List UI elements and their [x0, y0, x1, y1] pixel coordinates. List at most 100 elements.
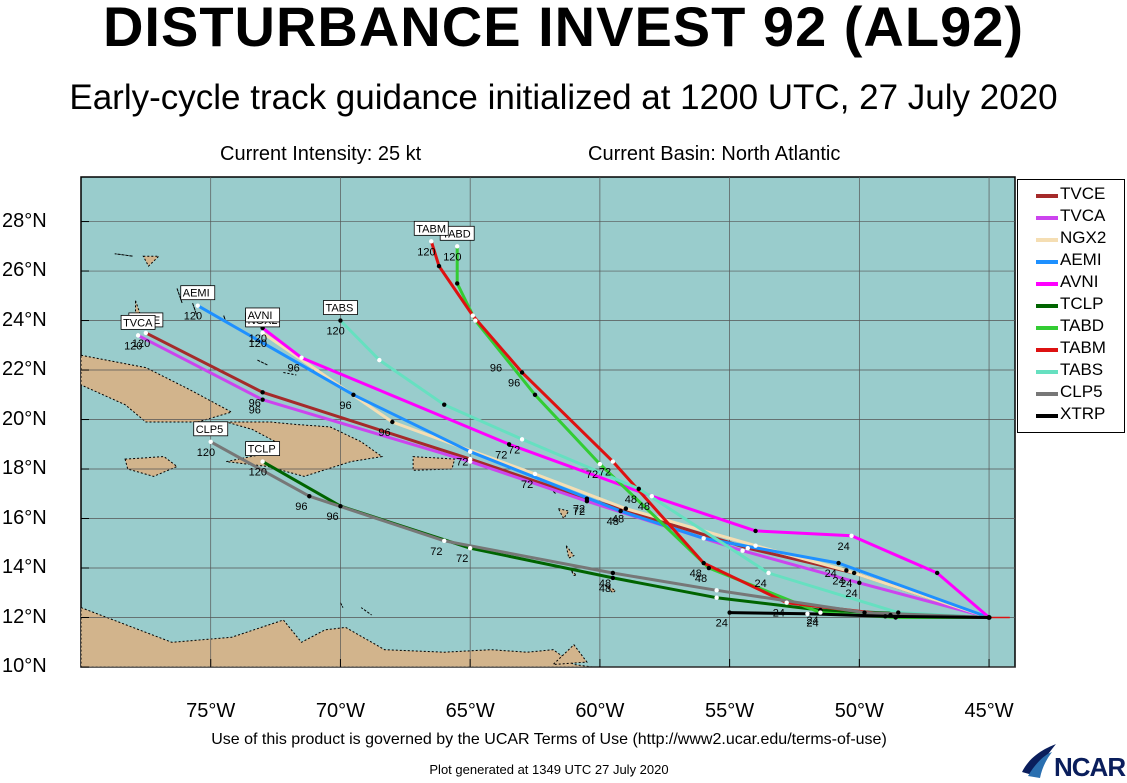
forecast-hour-label: 120 — [249, 467, 267, 479]
track-point-tabm — [519, 370, 525, 375]
track-point-ngx2 — [844, 568, 849, 573]
y-tick-label: 18°N — [2, 457, 47, 480]
track-point-tabd — [893, 615, 898, 620]
forecast-hour-label: 120 — [249, 338, 267, 350]
track-point-aemi — [836, 560, 841, 566]
plot-generated: Plot generated at 1349 UTC 27 July 2020 — [429, 762, 669, 777]
track-point-clp5 — [208, 439, 213, 444]
forecast-hour-label: 24 — [755, 578, 767, 590]
x-tick-label: 60°W — [575, 700, 625, 722]
track-point-aemi — [351, 392, 356, 397]
track-point-tabs — [377, 357, 382, 363]
track-point-avni — [649, 494, 654, 499]
track-point-aemi — [701, 536, 706, 541]
forecast-hour-label: 96 — [288, 363, 300, 375]
track-point-tvca — [740, 548, 745, 553]
track-point-tabs — [896, 610, 901, 615]
forecast-hour-label: 120 — [417, 246, 435, 258]
track-end-label-box — [323, 300, 358, 315]
x-tick-label: 75°W — [186, 700, 236, 722]
forecast-hour-label: 48 — [695, 573, 707, 585]
track-end-label: TVCA — [123, 317, 153, 329]
track-point-tabm — [429, 239, 434, 244]
x-tick-label: 65°W — [445, 700, 495, 722]
forecast-hour-label: 24 — [840, 578, 852, 590]
origin-point — [986, 615, 992, 621]
forecast-hour-label: 24 — [838, 541, 850, 553]
legend-label: TVCA — [1060, 206, 1106, 225]
track-point-tabm — [610, 459, 616, 464]
forecast-hour-label: 72 — [573, 504, 585, 516]
current-intensity: Current Intensity: 25 kt — [220, 143, 422, 165]
x-tick-label: 45°W — [964, 700, 1014, 722]
track-point-aemi — [195, 303, 200, 308]
track-point-tabd — [597, 461, 603, 467]
legend-item-clp5: CLP5 — [1018, 382, 1124, 404]
y-tick-label: 28°N — [2, 209, 47, 232]
track-point-tabd — [454, 244, 460, 249]
y-tick-label: 20°N — [2, 407, 47, 430]
track-point-xtrp — [805, 611, 810, 616]
forecast-hour-label: 120 — [443, 251, 461, 263]
track-point-tclp — [260, 459, 265, 464]
track-end-label-box — [120, 314, 156, 330]
track-point-clp5 — [442, 538, 447, 543]
y-tick-label: 26°N — [2, 259, 47, 282]
track-point-tclp — [467, 546, 473, 551]
land-shape — [142, 255, 161, 267]
land-shape — [124, 456, 178, 477]
forecast-hour-label: 120 — [124, 340, 142, 352]
track-point-tabd — [532, 392, 538, 397]
legend-item-ngx2: NGX2 — [1018, 228, 1124, 250]
track-point-aemi — [467, 449, 473, 454]
forecast-hour-label: 72 — [456, 553, 468, 565]
forecast-hour-label: 72 — [586, 469, 598, 481]
land-shape — [80, 606, 593, 668]
track-end-label: TABS — [325, 303, 353, 315]
y-tick-label: 24°N — [2, 308, 47, 331]
track-point-tvca — [135, 333, 141, 338]
forecast-hour-label: 24 — [845, 588, 857, 600]
track-point-ngx2 — [753, 543, 758, 548]
legend-label: TABD — [1060, 316, 1105, 335]
y-tick-label: 22°N — [2, 358, 47, 381]
forecast-hour-label: 72 — [599, 467, 611, 479]
forecast-hour-label: 120 — [132, 338, 150, 350]
forecast-hour-label: 72 — [456, 457, 468, 469]
track-point-ngx2 — [532, 471, 538, 477]
track-end-label: AVNI — [248, 310, 273, 322]
chart-title: DISTURBANCE INVEST 92 (AL92) — [102, 0, 1025, 58]
forecast-hour-label: 24 — [773, 608, 785, 620]
ncar-logo-icon — [1022, 744, 1056, 778]
forecast-hour-label: 24 — [806, 615, 818, 627]
track-point-tvca — [260, 397, 265, 402]
forecast-hour-label: 72 — [430, 546, 442, 558]
land-shape — [412, 456, 456, 471]
land-shape — [604, 584, 617, 594]
track-point-xtrp — [727, 610, 732, 615]
legend: TVCE TVCA NGX2 AEMI AVNI TCLP TABD TABM TABS CLP5… — [1017, 179, 1125, 433]
track-point-avni — [299, 355, 304, 360]
forecast-hour-label: 24 — [716, 618, 728, 630]
legend-label: AEMI — [1060, 250, 1102, 269]
forecast-hour-label: 72 — [573, 506, 585, 518]
terms-of-use: Use of this product is governed by the U… — [211, 731, 887, 748]
track-end-label-box — [193, 421, 229, 437]
track-point-tabd — [818, 610, 823, 615]
track-point-avni — [849, 533, 854, 539]
legend-swatch — [1036, 238, 1058, 242]
legend-swatch — [1036, 260, 1058, 264]
track-point-tabm — [888, 612, 893, 618]
track-point-clp5 — [862, 610, 867, 615]
legend-label: CLP5 — [1060, 382, 1103, 401]
track-point-ngx2 — [260, 330, 265, 336]
legend-swatch — [1036, 392, 1058, 396]
track-point-tvca — [584, 498, 590, 504]
track-end-label-box — [413, 220, 449, 236]
legend-swatch — [1036, 348, 1058, 352]
track-end-label: TABM — [416, 223, 446, 235]
legend-item-tabs: TABS — [1018, 360, 1124, 382]
forecast-hour-label: 96 — [339, 400, 351, 412]
track-end-label-box — [245, 307, 281, 323]
forecast-hour-label: 96 — [249, 397, 261, 409]
